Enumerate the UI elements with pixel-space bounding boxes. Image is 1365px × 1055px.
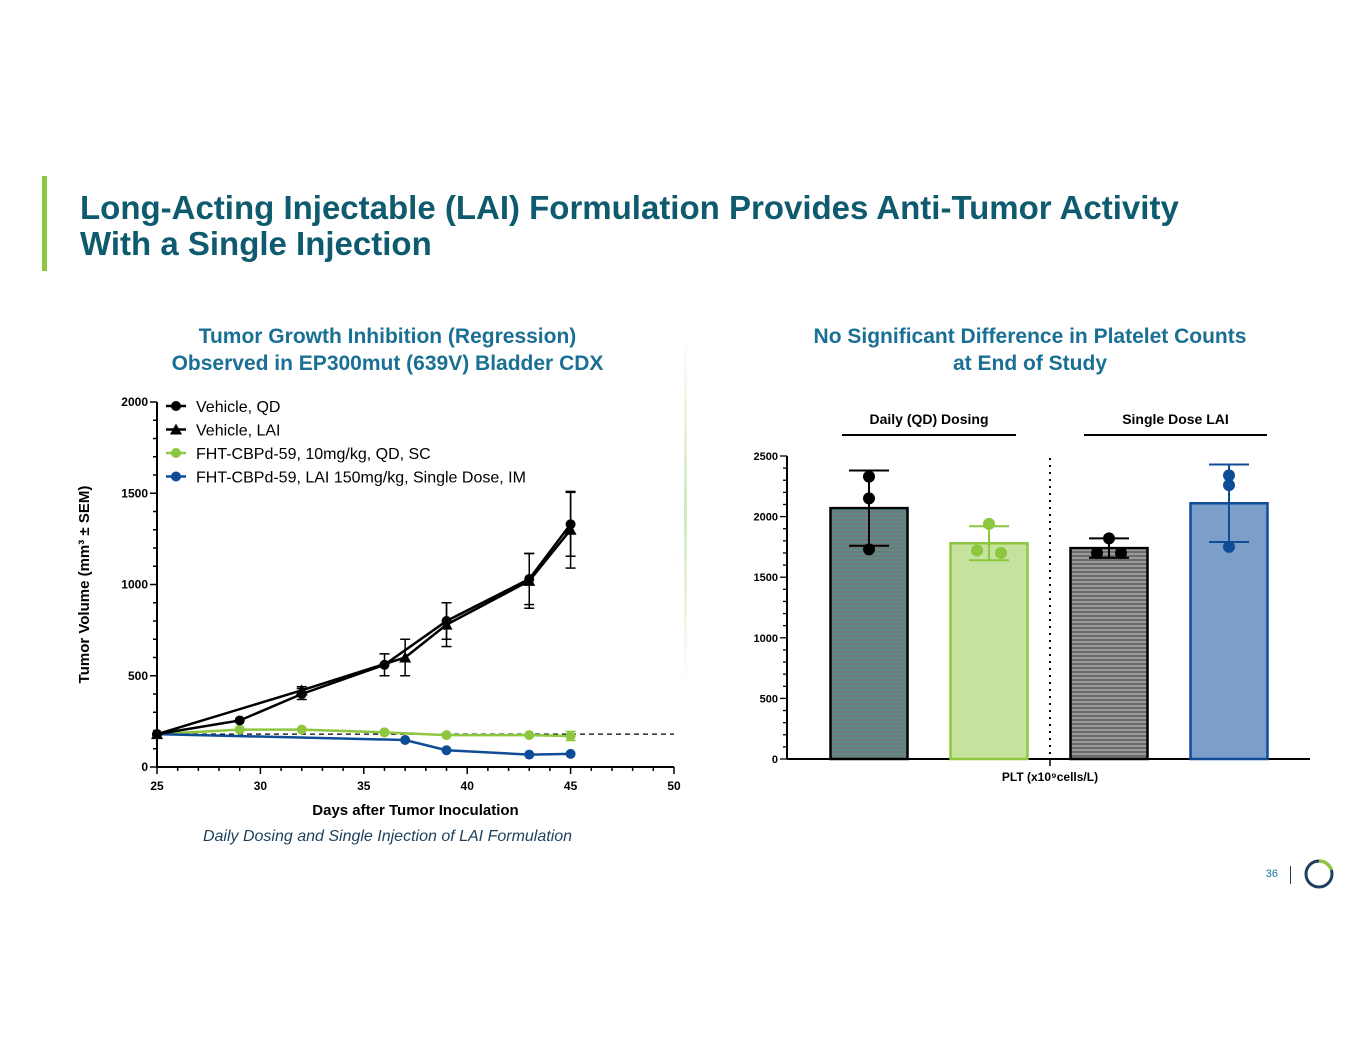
legend-label: Vehicle, QD [196, 399, 280, 416]
data-point [399, 651, 412, 663]
y-tick-label: 1000 [754, 633, 778, 645]
data-point [863, 543, 875, 556]
series-4 [152, 729, 576, 760]
bar-group-2 [949, 517, 1029, 761]
data-point [400, 734, 411, 745]
data-point [379, 727, 390, 738]
data-point [1223, 540, 1235, 553]
bar [1069, 546, 1149, 761]
x-tick-label: 35 [357, 779, 371, 793]
legend-marker [171, 401, 181, 411]
page-number: 36 [1265, 868, 1278, 880]
y-tick-label: 2500 [754, 451, 778, 463]
data-point [441, 616, 452, 626]
slide-title-line-1: Long-Acting Injectable (LAI) Formulation… [80, 189, 1179, 226]
left-chart-caption: Daily Dosing and Single Injection of LAI… [202, 828, 573, 845]
group-label: Daily (QD) Dosing [869, 411, 988, 427]
bar-group-1 [829, 469, 909, 761]
data-point [565, 519, 576, 530]
right-panel-title-line-2: at End of Study [953, 352, 1107, 375]
left-panel-title-line-2: Observed in EP300mut (639V) Bladder CDX [171, 352, 604, 375]
left-panel-title-line-1: Tumor Growth Inhibition (Regression) [198, 325, 577, 348]
y-tick-label: 1500 [754, 572, 778, 584]
data-point [379, 659, 390, 670]
data-point [1115, 546, 1127, 559]
bar-group-4 [1189, 463, 1269, 761]
y-tick-label: 0 [141, 760, 148, 774]
panel-divider [684, 335, 687, 685]
legend: Vehicle, QD Vehicle, LAI FHT-CBPd-59, 10mg… [166, 399, 526, 487]
data-point [971, 544, 983, 557]
data-point [1223, 479, 1235, 492]
data-point [863, 470, 875, 483]
x-tick-label: 25 [150, 779, 164, 793]
data-point [296, 689, 307, 699]
x-tick-label: 30 [254, 779, 268, 793]
data-point [234, 724, 245, 735]
data-point [565, 748, 576, 759]
x-axis-title: PLT (x10⁹cells/L) [1002, 770, 1098, 784]
legend-label: FHT-CBPd-59, 10mg/kg, QD, SC [196, 446, 431, 463]
data-point [296, 724, 307, 735]
data-point [234, 715, 245, 726]
legend-label: Vehicle, LAI [196, 423, 281, 440]
data-point [524, 574, 535, 585]
y-tick-label: 1000 [121, 578, 148, 592]
data-point [995, 546, 1007, 559]
x-tick-label: 40 [461, 779, 475, 793]
company-logo-icon [1304, 859, 1334, 889]
x-tick-label: 50 [667, 779, 681, 793]
data-point [524, 730, 535, 741]
data-point [441, 730, 452, 741]
series-2 [151, 490, 577, 740]
series-1 [152, 491, 576, 740]
legend-marker [171, 471, 181, 482]
slide-title: Long-Acting Injectable (LAI) Formulation… [80, 190, 1179, 262]
left-panel-title: Tumor Growth Inhibition (Regression) Obs… [100, 323, 675, 377]
legend-marker [171, 448, 181, 458]
data-point [1103, 532, 1115, 545]
tumor-growth-line-chart: 0 500 1000 1500 2000 25 30 35 40 45 50 Days after T… [76, 395, 681, 819]
x-axis-title: Days after Tumor Inoculation [312, 802, 518, 819]
platelet-bar-chart: 0 500 1000 1500 2000 2500 Daily (QD) Dosing Sin… [754, 411, 1310, 784]
data-point [1091, 546, 1103, 559]
legend-label: FHT-CBPd-59, LAI 150mg/kg, Single Dose, … [196, 470, 526, 487]
data-point [1223, 469, 1235, 482]
series-line [156, 528, 572, 736]
title-accent-bar [42, 176, 47, 271]
x-tick-label: 45 [564, 779, 578, 793]
group-label: Single Dose LAI [1122, 411, 1229, 427]
data-point [441, 745, 452, 756]
y-tick-label: 2000 [754, 512, 778, 524]
data-point [565, 730, 576, 741]
data-point [152, 729, 162, 740]
series-line [156, 732, 571, 756]
y-tick-label: 2000 [121, 395, 148, 409]
y-tick-label: 500 [760, 693, 778, 705]
right-panel-title-line-1: No Significant Difference in Platelet Co… [813, 325, 1247, 348]
y-axis-title: Tumor Volume (mm³ ± SEM) [76, 486, 93, 684]
y-tick-label: 0 [772, 754, 778, 766]
bar [1189, 502, 1269, 761]
bar [949, 542, 1029, 761]
legend-marker [170, 423, 182, 435]
right-panel-title: No Significant Difference in Platelet Co… [760, 323, 1300, 377]
slide-title-line-2: With a Single Injection [80, 225, 432, 262]
data-point [863, 492, 875, 505]
data-point [983, 517, 995, 530]
bar-group-3 [1069, 532, 1149, 761]
series-line [156, 523, 572, 736]
data-point [524, 749, 535, 760]
y-tick-label: 1500 [121, 486, 148, 500]
y-tick-label: 500 [128, 669, 148, 683]
page-number-separator [1290, 866, 1291, 884]
